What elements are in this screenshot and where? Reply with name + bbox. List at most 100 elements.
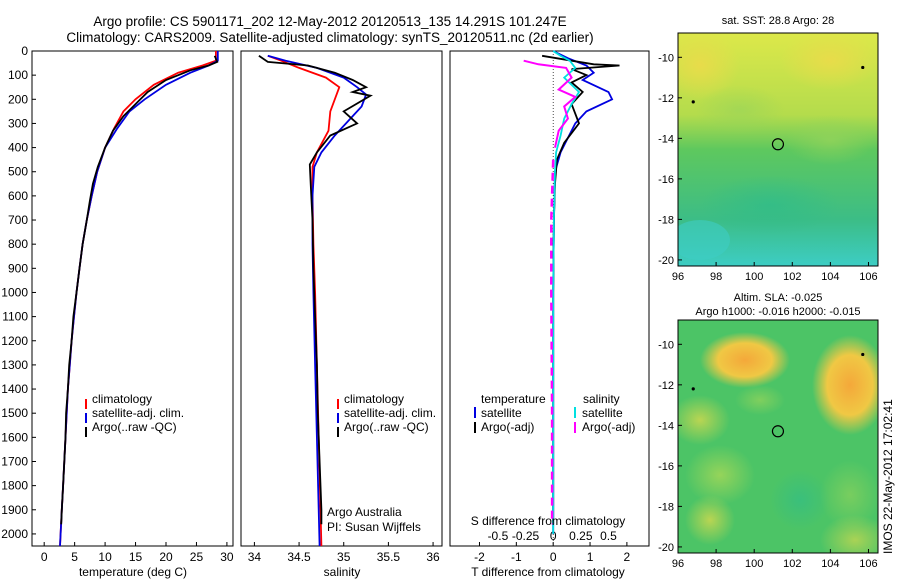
map-x-tick-label: 106 <box>859 271 877 283</box>
argo-position-marker <box>771 138 785 151</box>
x-tick-label: 35.5 <box>377 550 401 564</box>
x-tick-label: 30 <box>220 550 234 564</box>
depth-tick-label: 1900 <box>1 503 28 517</box>
legend-climatology: climatology <box>344 392 404 406</box>
x-tick-label: 25 <box>190 550 204 564</box>
map-y-tick-label: -12 <box>658 380 674 392</box>
x-tick-label: 20 <box>159 550 173 564</box>
s-tick-label: -0.5 <box>488 529 509 543</box>
map-y-tick-label: -18 <box>658 501 674 513</box>
x-tick-label: 35 <box>337 550 351 564</box>
legend-argo: Argo(..raw -QC) <box>344 420 429 434</box>
map-dot <box>861 65 865 70</box>
map-dot <box>861 352 865 357</box>
map-dot <box>691 387 695 391</box>
depth-tick-label: 1100 <box>2 310 28 324</box>
depth-tick-label: 1000 <box>1 285 28 299</box>
t-tick-label: -1 <box>511 550 522 564</box>
map-y-tick-label: -16 <box>658 174 674 186</box>
map-y-tick-label: -10 <box>658 52 674 64</box>
map-y-tick-label: -20 <box>658 542 674 554</box>
sla-map-panel: Altim. SLA: -0.025 Argo h1000: -0.016 h2… <box>658 292 879 570</box>
depth-tick-label: 600 <box>8 189 28 203</box>
depth-tick-label: 2000 <box>1 527 28 541</box>
difference-plot-frame <box>449 50 650 547</box>
series-line <box>523 59 578 148</box>
annotation-argo-australia: Argo Australia <box>327 505 402 519</box>
map-x-tick-label: 96 <box>672 558 684 570</box>
sla-map-frame <box>677 319 879 554</box>
legend-satellite-adj: satellite-adj. clim. <box>344 406 436 420</box>
difference-x-axis: -2 -1 0 1 2 -0.5 -0.25 0 0.25 0.5 <box>474 529 630 564</box>
depth-tick-label: 1500 <box>1 406 28 420</box>
salinity-x-axis: 34 34.5 35 35.5 36 <box>248 542 440 564</box>
sla-map-title-line1: Altim. SLA: -0.025 <box>734 292 823 304</box>
t-tick-label: 2 <box>624 550 631 564</box>
legend-sal-argo: Argo(-adj) <box>582 420 635 434</box>
sla-map-field <box>678 320 878 553</box>
t-difference-x-label: T difference from climatology <box>471 565 625 579</box>
x-tick-label: 5 <box>71 550 78 564</box>
difference-panel: -2 -1 0 1 2 -0.5 -0.25 0 0.25 0.5 T difference fr… <box>449 50 650 579</box>
s-tick-label: 0.5 <box>600 529 617 543</box>
x-tick-label: 36 <box>426 550 440 564</box>
depth-tick-label: 900 <box>8 261 28 275</box>
x-tick-label: 15 <box>129 550 143 564</box>
depth-tick-label: 1400 <box>1 382 28 396</box>
s-tick-label: -0.25 <box>512 529 540 543</box>
depth-tick-label: 200 <box>8 92 28 106</box>
legend-salinity-title: salinity <box>583 392 620 406</box>
legend-temperature-title: temperature <box>481 392 546 406</box>
legend-temp-argo: Argo(-adj) <box>481 420 534 434</box>
sst-map-frame <box>677 32 879 267</box>
depth-tick-label: 1700 <box>1 454 28 468</box>
t-tick-label: -2 <box>474 550 485 564</box>
series-line <box>60 55 219 525</box>
sla-map-markers <box>691 352 865 438</box>
series-line <box>552 50 581 534</box>
series-line <box>267 54 368 547</box>
depth-tick-label: 100 <box>8 68 28 82</box>
imos-timestamp: IMOS 22-May-2012 17:02:41 <box>881 399 895 554</box>
map-x-tick-label: 106 <box>859 558 877 570</box>
map-y-tick-label: -16 <box>658 461 674 473</box>
imos-timestamp-text: IMOS 22-May-2012 17:02:41 <box>881 399 895 554</box>
series-line <box>550 159 555 525</box>
depth-tick-label: 1600 <box>1 430 28 444</box>
depth-tick-label: 1200 <box>1 334 28 348</box>
legend-argo: Argo(..raw -QC) <box>92 420 177 434</box>
depth-tick-label: 400 <box>8 141 28 155</box>
depth-tick-label: 800 <box>8 237 28 251</box>
map-y-tick-label: -14 <box>658 133 674 145</box>
map-y-tick-label: -10 <box>658 339 674 351</box>
salinity-legend: climatology satellite-adj. clim. Argo(..… <box>337 392 436 437</box>
x-tick-label: 34 <box>248 550 262 564</box>
temperature-plot-frame <box>31 50 234 547</box>
map-y-tick-label: -12 <box>658 93 674 105</box>
legend-climatology: climatology <box>92 392 152 406</box>
sst-map-title: sat. SST: 28.8 Argo: 28 <box>722 15 835 27</box>
map-x-tick-label: 100 <box>745 271 763 283</box>
temperature-panel: 0100200300400500600700800900100011001200… <box>1 44 234 579</box>
sla-map-axes: 96 98 100 102 104 106 -10 -12 -14 -16 -18 -20 <box>658 339 878 570</box>
x-tick-label: 34.5 <box>287 550 311 564</box>
map-x-tick-label: 100 <box>745 558 763 570</box>
salinity-panel: 34 34.5 35 35.5 36 salinity climatology sate… <box>240 50 443 579</box>
depth-tick-label: 700 <box>8 213 28 227</box>
temperature-legend: climatology satellite-adj. clim. Argo(..… <box>85 392 184 437</box>
depth-tick-label: 0 <box>21 44 28 58</box>
depth-tick-label: 1800 <box>1 479 28 493</box>
difference-legend: temperature satellite Argo(-adj) salinit… <box>474 392 635 434</box>
map-y-tick-label: -18 <box>658 214 674 226</box>
map-dot <box>691 100 695 104</box>
map-y-tick-label: -14 <box>658 420 674 432</box>
legend-satellite-adj: satellite-adj. clim. <box>92 406 184 420</box>
header-title-line2: Climatology: CARS2009. Satellite-adjuste… <box>66 30 594 45</box>
argo-position-marker <box>771 425 785 438</box>
temperature-x-axis: 0 5 10 15 20 25 30 <box>41 542 234 564</box>
s-tick-label: 0 <box>550 529 557 543</box>
depth-tick-label: 300 <box>8 116 28 130</box>
salinity-x-label: salinity <box>324 565 361 579</box>
map-y-tick-label: -20 <box>658 255 674 267</box>
